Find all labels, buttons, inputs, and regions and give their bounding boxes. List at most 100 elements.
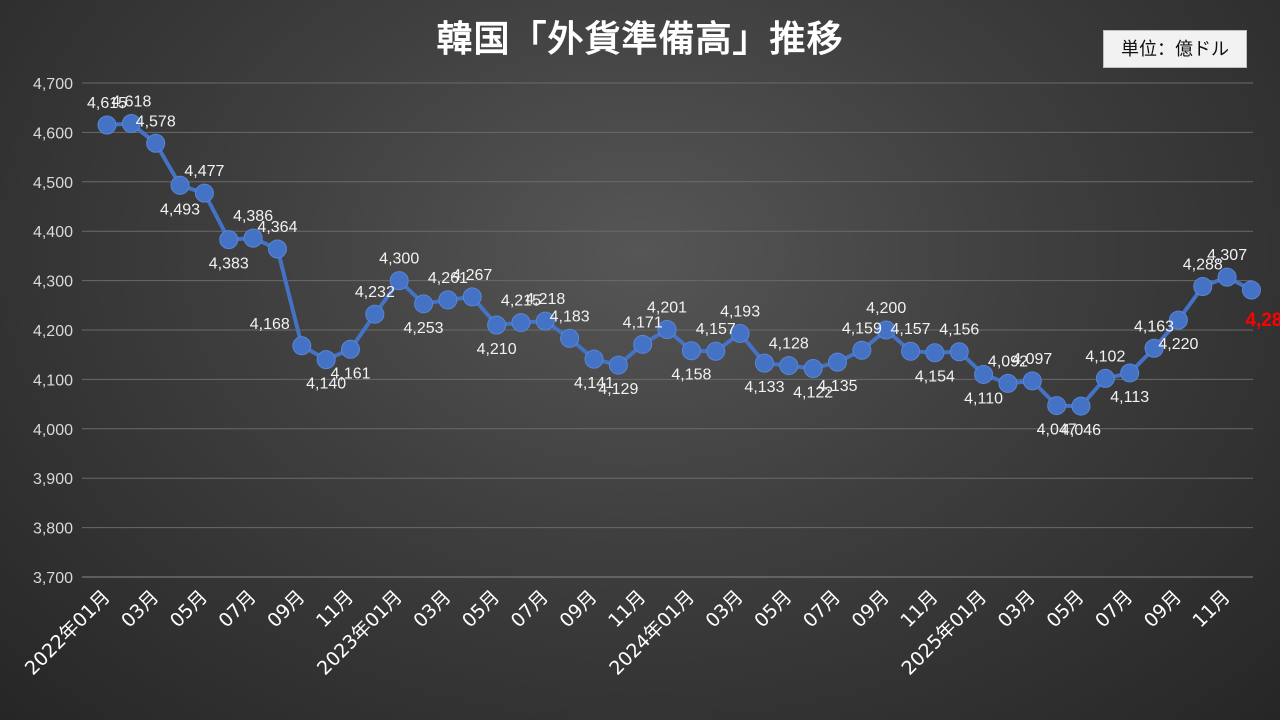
data-point [901,341,921,361]
data-point [97,115,117,135]
data-point [657,320,677,340]
grid-lines [82,82,1253,578]
data-point [219,230,239,250]
data-label: 4,220 [1158,336,1198,353]
y-tick-label: 4,000 [33,422,73,439]
data-label: 4,159 [842,320,882,337]
y-axis-ticks: 3,700 3,800 3,900 4,000 4,100 4,200 4,300 4,400… [33,76,73,587]
data-label: 4,578 [136,113,176,130]
data-point [365,304,385,324]
data-point [1168,310,1188,330]
data-label: 4,110 [964,390,1003,407]
data-point [1071,396,1091,416]
data-point [1095,368,1115,388]
x-tick-label: 03月 [409,586,455,632]
data-point [730,323,750,343]
data-point [1120,363,1140,383]
data-point [341,339,360,359]
y-tick-label: 4,700 [33,76,73,93]
data-point [1144,338,1164,358]
data-point [974,364,994,384]
x-tick-label: 03月 [702,586,748,632]
data-point [292,336,312,356]
data-label: 4,618 [111,94,151,111]
data-point [925,343,945,363]
data-point [1047,396,1067,416]
data-point [560,328,580,348]
data-point [1022,371,1042,391]
data-point [487,315,507,335]
data-label: 4,156 [939,322,979,339]
data-label: 4,157 [696,321,736,338]
data-label: 4,163 [1134,318,1174,335]
data-point [608,355,628,375]
unit-badge: 単位：億ドル [1103,30,1247,68]
data-point [779,356,799,376]
data-point [511,313,531,333]
y-tick-label: 3,900 [33,471,73,488]
data-point [316,350,336,370]
x-tick-label: 05月 [750,586,796,632]
data-label: 4,364 [257,219,297,236]
x-tick-label: 09月 [848,586,894,632]
data-label: 4,210 [477,341,517,358]
data-label-latest: 4,281 [1245,310,1280,331]
data-label: 4,047 [1037,422,1077,439]
data-label: 4,383 [209,256,249,273]
x-tick-label: 07月 [1091,586,1137,632]
data-label: 4,300 [379,251,419,268]
data-label: 4,253 [404,320,444,337]
x-tick-label: 09月 [263,586,309,632]
data-label: 4,097 [1012,351,1052,368]
data-label: 4,141 [574,375,614,392]
data-label: 4,128 [769,336,809,353]
data-point [1193,277,1213,297]
data-label: 4,477 [184,163,224,180]
x-tick-label: 03月 [117,586,163,632]
data-label: 4,140 [306,376,346,393]
x-tick-label: 07月 [799,586,845,632]
data-point [146,133,166,153]
y-tick-label: 4,400 [33,224,73,241]
data-label: 4,201 [647,300,687,317]
data-point [438,290,458,310]
x-tick-label: 09月 [555,586,601,632]
chart-title: 韓国「外貨準備高」推移 [436,19,844,60]
data-label: 4,232 [355,284,395,301]
data-point [535,311,555,331]
data-label: 4,129 [598,381,638,398]
data-label: 4,267 [452,267,492,284]
data-point [121,114,141,134]
data-point [243,228,263,248]
data-label: 4,133 [744,379,784,396]
y-tick-label: 3,700 [33,570,73,587]
x-tick-label: 07月 [507,586,553,632]
data-point [876,320,896,340]
data-point [462,287,482,307]
x-tick-label: 05月 [1042,586,1088,632]
x-tick-label: 09月 [1140,586,1186,632]
data-label: 4,493 [160,201,200,218]
series-line [106,121,1253,409]
data-label: 4,307 [1207,247,1247,264]
data-label: 4,215 [501,293,541,310]
data-point [633,334,653,354]
data-label: 4,171 [623,314,663,331]
data-label: 4,113 [1110,389,1149,406]
data-label: 4,122 [793,385,833,402]
x-tick-label: 05月 [458,586,504,632]
y-tick-label: 4,600 [33,125,73,142]
data-label: 4,168 [250,316,290,333]
y-tick-label: 4,200 [33,323,73,340]
y-tick-label: 4,300 [33,274,73,291]
data-label: 4,135 [817,378,857,395]
x-tick-label: 11月 [1189,586,1235,632]
data-point [170,175,190,195]
data-point [584,349,604,369]
data-point [706,341,726,361]
data-point [828,352,847,372]
data-point [414,294,434,314]
data-point [998,373,1018,393]
x-tick-label: 03月 [994,586,1040,632]
